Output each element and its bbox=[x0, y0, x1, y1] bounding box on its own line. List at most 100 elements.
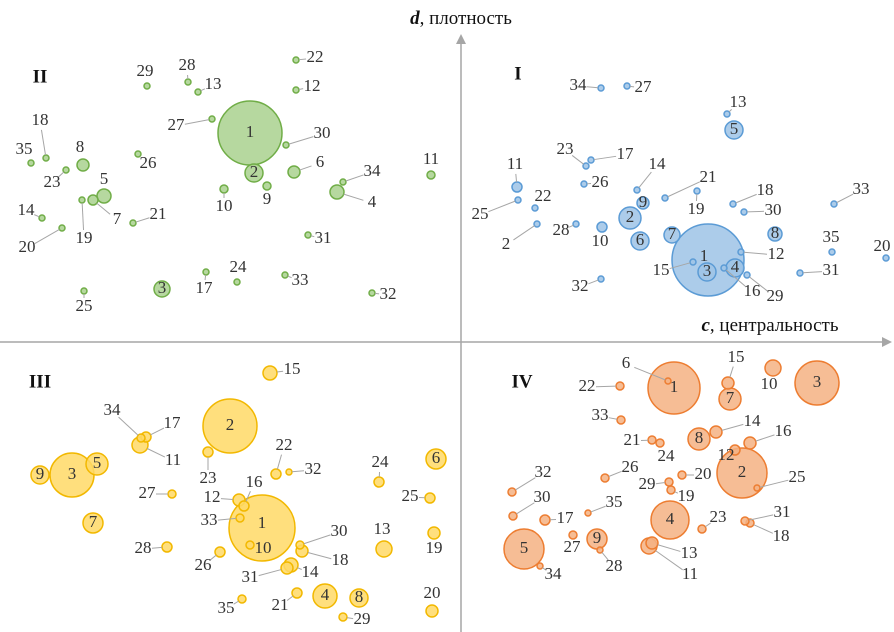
bubble-label: 6 bbox=[316, 152, 325, 171]
bubble bbox=[693, 187, 701, 195]
bubble-label: 3 bbox=[703, 261, 712, 280]
bubble bbox=[767, 226, 783, 242]
bubble bbox=[202, 268, 210, 276]
leader-line bbox=[513, 225, 535, 241]
quadrant-label: III bbox=[29, 371, 51, 392]
bubble-label: 11 bbox=[423, 149, 439, 168]
bubble bbox=[202, 398, 258, 454]
bubble-label: 26 bbox=[592, 172, 609, 191]
bubble-label: 5 bbox=[730, 119, 739, 138]
bubble bbox=[650, 500, 690, 540]
leader-line bbox=[743, 251, 768, 255]
leader-line bbox=[488, 200, 516, 213]
bubble-label: 30 bbox=[331, 521, 348, 540]
bubble-label: 18 bbox=[773, 526, 790, 545]
leader-line bbox=[209, 554, 217, 561]
bubble-label: 15 bbox=[284, 359, 301, 378]
bubble-label: 10 bbox=[255, 538, 272, 557]
bubble bbox=[87, 194, 99, 206]
bubble bbox=[729, 200, 737, 208]
bubble bbox=[539, 514, 551, 526]
bubble-label: 29 bbox=[639, 474, 656, 493]
bubble-label: 1 bbox=[670, 377, 679, 396]
bubble bbox=[689, 258, 697, 266]
bubble-label: 20 bbox=[19, 237, 36, 256]
leader-line bbox=[288, 136, 314, 145]
leader-line bbox=[516, 502, 535, 515]
bubble-label: 32 bbox=[535, 462, 552, 481]
bubble bbox=[244, 163, 264, 183]
bubble-label: 12 bbox=[718, 445, 735, 464]
y-axis-label: d, плотность bbox=[410, 8, 512, 29]
bubble-label: 17 bbox=[164, 413, 182, 432]
bubble-label: 19 bbox=[678, 486, 695, 505]
leader-line bbox=[146, 448, 166, 458]
bubble-label: 4 bbox=[321, 585, 330, 604]
bubble bbox=[671, 223, 745, 297]
bubble-label: 20 bbox=[874, 236, 891, 255]
leader-line bbox=[753, 524, 774, 534]
bubble-label: 2 bbox=[738, 462, 747, 481]
bubble bbox=[167, 489, 177, 499]
bubble-label: 7 bbox=[89, 512, 98, 531]
bubble-label: 24 bbox=[230, 257, 248, 276]
leader-line bbox=[151, 546, 163, 549]
bubble bbox=[709, 425, 723, 439]
bubble bbox=[687, 427, 711, 451]
bubble-label: 27 bbox=[168, 115, 186, 134]
bubble bbox=[295, 540, 305, 550]
bubble bbox=[721, 376, 735, 390]
bubble bbox=[161, 541, 173, 553]
bubble bbox=[740, 516, 750, 526]
bubble-label: 11 bbox=[165, 450, 181, 469]
bubble bbox=[425, 448, 447, 470]
bubble bbox=[153, 280, 171, 298]
leader-line bbox=[81, 202, 85, 231]
bubble bbox=[214, 546, 226, 558]
bubble-label: 16 bbox=[246, 472, 263, 491]
bubble bbox=[531, 204, 539, 212]
bubble bbox=[796, 269, 804, 277]
leader-line bbox=[595, 385, 617, 388]
bubble-label: 25 bbox=[472, 204, 489, 223]
bubble-label: 19 bbox=[76, 228, 93, 247]
y-axis-name: , плотность bbox=[420, 8, 513, 29]
bubble-label: 24 bbox=[658, 446, 676, 465]
bubble bbox=[633, 186, 641, 194]
bubble-label: 10 bbox=[592, 231, 609, 250]
bubble bbox=[312, 583, 338, 609]
bubble-label: 2 bbox=[502, 234, 511, 253]
bubble bbox=[737, 248, 745, 256]
bubble bbox=[511, 181, 523, 193]
leader-line bbox=[705, 522, 711, 528]
bubble-label: 22 bbox=[535, 186, 552, 205]
leader-line bbox=[836, 193, 854, 204]
bubble bbox=[292, 86, 300, 94]
leader-line bbox=[345, 174, 364, 182]
bubble bbox=[661, 194, 669, 202]
leader-line bbox=[307, 552, 332, 560]
bubble bbox=[697, 262, 717, 282]
leader-line bbox=[748, 514, 774, 521]
leader-line bbox=[96, 202, 111, 215]
bubble bbox=[280, 561, 294, 575]
bubble-label: 3 bbox=[68, 464, 77, 483]
quadrant-label: II bbox=[33, 66, 48, 87]
bubble bbox=[830, 200, 838, 208]
bubble-label: 31 bbox=[774, 502, 791, 521]
leader-line bbox=[200, 88, 206, 92]
bubble bbox=[62, 166, 70, 174]
leader-line bbox=[802, 271, 823, 274]
leader-line bbox=[629, 85, 635, 88]
bubble-label: 13 bbox=[681, 543, 698, 562]
bubble-label: 33 bbox=[292, 270, 309, 289]
leader-line bbox=[204, 274, 207, 281]
leader-line bbox=[601, 551, 609, 561]
bubble bbox=[664, 377, 672, 385]
bubble-label: 33 bbox=[592, 405, 609, 424]
leader-line bbox=[34, 229, 60, 244]
bubble-label: 12 bbox=[304, 76, 321, 95]
bubble-label: 23 bbox=[710, 507, 727, 526]
bubble bbox=[508, 511, 518, 521]
